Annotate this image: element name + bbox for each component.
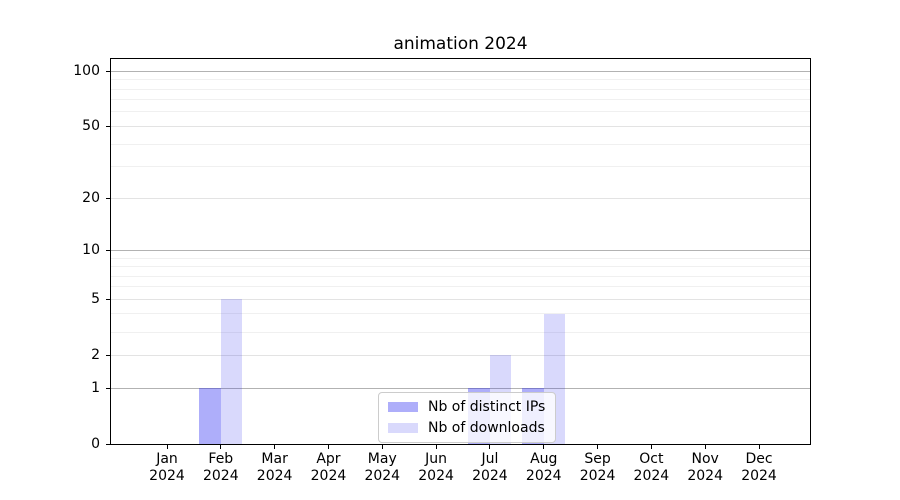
x-tick-label: Mar 2024 bbox=[256, 451, 293, 484]
y-tick bbox=[106, 249, 111, 251]
bar-downloads bbox=[220, 299, 243, 444]
x-tick bbox=[543, 445, 545, 449]
y-gridline-minor bbox=[111, 166, 810, 168]
legend: Nb of distinct IPs Nb of downloads bbox=[378, 392, 557, 443]
y-gridline-minor bbox=[111, 88, 810, 90]
x-tick bbox=[489, 445, 491, 449]
y-gridline-minor bbox=[111, 286, 810, 288]
y-tick-label: 5 bbox=[91, 291, 100, 308]
legend-swatch-distinct-ips bbox=[388, 402, 418, 412]
x-tick bbox=[327, 445, 329, 449]
y-tick bbox=[106, 197, 111, 199]
y-tick bbox=[106, 443, 111, 445]
x-tick bbox=[650, 445, 652, 449]
legend-label-distinct-ips: Nb of distinct IPs bbox=[428, 399, 546, 415]
x-tick-label: Feb 2024 bbox=[202, 451, 239, 484]
y-tick-label: 10 bbox=[82, 242, 100, 259]
x-tick-label: Aug 2024 bbox=[525, 451, 562, 484]
bar-distinct-ips bbox=[199, 388, 221, 444]
x-tick-label: Jan 2024 bbox=[149, 451, 185, 484]
y-gridline-minor bbox=[111, 99, 810, 101]
legend-swatch-downloads bbox=[388, 423, 418, 433]
y-tick-label: 20 bbox=[82, 190, 100, 207]
y-gridline-decade bbox=[111, 70, 810, 72]
y-gridline-minor bbox=[111, 266, 810, 267]
x-tick bbox=[704, 445, 706, 449]
y-tick bbox=[106, 387, 111, 389]
x-tick-label: Jul 2024 bbox=[472, 451, 508, 484]
x-tick-label: Sep 2024 bbox=[579, 451, 616, 484]
legend-item-downloads: Nb of downloads bbox=[388, 420, 545, 436]
x-tick bbox=[435, 445, 437, 449]
y-gridline-minor bbox=[111, 79, 810, 81]
x-tick bbox=[166, 445, 168, 449]
y-gridline bbox=[111, 298, 810, 300]
y-tick-label: 2 bbox=[91, 347, 100, 364]
y-gridline-decade bbox=[111, 249, 810, 251]
y-gridline-minor bbox=[111, 257, 810, 259]
x-tick-label: May 2024 bbox=[364, 451, 401, 484]
y-gridline bbox=[111, 125, 810, 127]
y-gridline-minor bbox=[111, 111, 810, 113]
y-tick bbox=[106, 298, 111, 300]
x-tick bbox=[381, 445, 383, 449]
x-tick-label: Jun 2024 bbox=[418, 451, 454, 484]
y-tick-label: 100 bbox=[73, 63, 100, 80]
y-gridline-minor bbox=[111, 313, 810, 315]
legend-item-distinct-ips: Nb of distinct IPs bbox=[388, 399, 545, 415]
x-tick-label: Dec 2024 bbox=[741, 451, 777, 484]
y-gridline-minor bbox=[111, 143, 810, 145]
y-tick-label: 0 bbox=[91, 436, 100, 452]
y-tick bbox=[106, 70, 111, 72]
y-gridline bbox=[111, 197, 810, 199]
y-gridline bbox=[111, 354, 810, 356]
y-gridline-minor bbox=[111, 275, 810, 277]
y-gridline-decade bbox=[111, 387, 810, 389]
y-gridline-minor bbox=[111, 331, 810, 333]
y-tick bbox=[106, 354, 111, 356]
x-tick-label: Oct 2024 bbox=[633, 451, 670, 484]
x-tick-label: Nov 2024 bbox=[687, 451, 723, 484]
legend-label-downloads: Nb of downloads bbox=[428, 420, 545, 436]
x-tick bbox=[274, 445, 276, 449]
plot-area bbox=[111, 59, 810, 444]
x-tick-label: Apr 2024 bbox=[310, 451, 347, 484]
chart-title: animation 2024 bbox=[393, 34, 528, 54]
y-tick bbox=[106, 125, 111, 127]
x-tick bbox=[220, 445, 222, 449]
x-tick bbox=[758, 445, 760, 449]
y-tick-label: 50 bbox=[82, 118, 100, 135]
y-tick-label: 1 bbox=[91, 380, 100, 396]
x-tick bbox=[597, 445, 599, 449]
